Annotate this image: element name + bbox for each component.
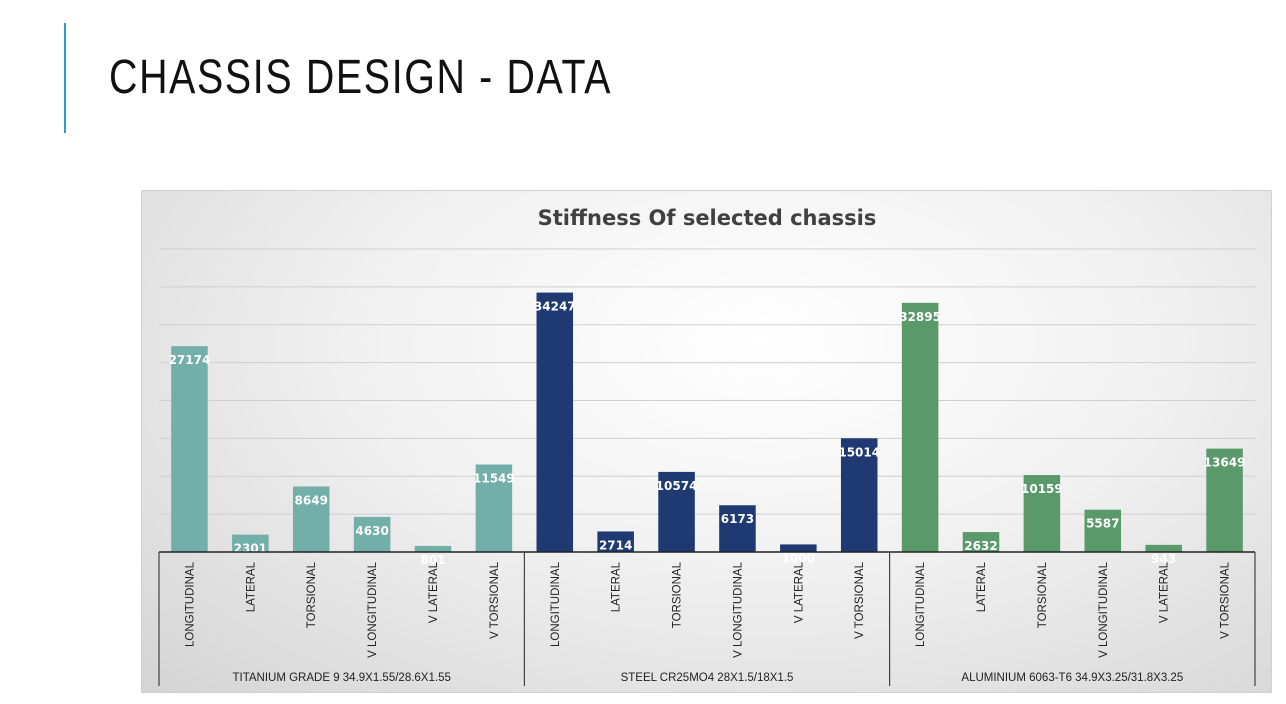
data-label: 1000 <box>782 551 815 565</box>
data-label: 2714 <box>599 538 632 552</box>
data-label: 32895 <box>899 310 941 324</box>
data-label: 4630 <box>355 524 388 538</box>
bar <box>840 438 878 552</box>
bar <box>719 505 756 552</box>
stiffness-bar-chart: Stiffness Of selected chassis 27174 LONGIT… <box>158 206 1256 686</box>
category-tick-label: LONGITUDINAL <box>184 561 196 647</box>
category-tick-label: V TORSIONAL <box>854 561 866 639</box>
bar <box>414 545 452 552</box>
data-label: 5587 <box>1086 517 1119 531</box>
data-label: 943 <box>1151 552 1176 566</box>
category-tick-label: V LONGITUDINAL <box>1098 561 1110 657</box>
category-tick-label: V LONGITUDINAL <box>732 561 744 657</box>
bar <box>232 534 269 552</box>
category-tick-label: V TORSIONAL <box>1220 561 1232 639</box>
data-label: 27174 <box>169 353 211 367</box>
group-label: STEEL CR25MO4 28X1.5/18X1.5 <box>621 672 794 684</box>
category-tick-label: LATERAL <box>245 561 257 612</box>
category-tick-label: LATERAL <box>611 561 623 612</box>
bar <box>353 516 391 552</box>
chart-title: Stiffness Of selected chassis <box>538 206 877 230</box>
category-tick-label: V LATERAL <box>1159 561 1171 623</box>
data-label: 34247 <box>534 300 576 314</box>
data-label: 10574 <box>656 479 698 493</box>
category-tick-label: TORSIONAL <box>306 561 318 628</box>
bar <box>658 471 695 552</box>
group-label: ALUMINIUM 6063-T6 34.9X3.25/31.8X3.25 <box>961 672 1183 684</box>
data-label: 13649 <box>1204 456 1246 470</box>
data-label: 15014 <box>838 445 880 459</box>
chart-container: Stiffness Of selected chassis 27174 LONGIT… <box>141 190 1272 693</box>
category-tick-label: V LATERAL <box>793 561 805 623</box>
category-tick-label: LONGITUDINAL <box>550 561 562 647</box>
category-tick-label: V LATERAL <box>428 561 440 623</box>
bar <box>1206 448 1243 552</box>
data-label: 10159 <box>1021 482 1063 496</box>
page-title: CHASSIS DESIGN - DATA <box>109 51 613 104</box>
bar <box>475 464 513 552</box>
bar <box>597 531 634 552</box>
data-label: 801 <box>420 553 445 567</box>
data-label: 2301 <box>234 542 267 556</box>
category-tick-label: V TORSIONAL <box>489 561 501 639</box>
data-label: 11549 <box>473 472 515 486</box>
category-tick-label: TORSIONAL <box>672 561 684 628</box>
bar <box>1084 509 1122 552</box>
bar <box>780 544 817 552</box>
bar <box>292 486 330 552</box>
category-tick-label: TORSIONAL <box>1037 561 1049 628</box>
title-accent-bar <box>64 23 66 133</box>
group-label: TITANIUM GRADE 9 34.9X1.55/28.6X1.55 <box>232 672 450 684</box>
bar <box>901 302 939 552</box>
data-label: 6173 <box>721 512 754 526</box>
bar <box>962 532 1000 552</box>
bar <box>171 346 208 552</box>
bar <box>1145 544 1182 552</box>
bar <box>1023 475 1061 552</box>
category-tick-label: LONGITUDINAL <box>915 561 927 647</box>
data-label: 8649 <box>295 493 328 507</box>
category-tick-label: V LONGITUDINAL <box>367 561 379 657</box>
category-tick-label: LATERAL <box>976 561 988 612</box>
bar <box>536 292 574 552</box>
data-label: 2632 <box>964 539 997 553</box>
